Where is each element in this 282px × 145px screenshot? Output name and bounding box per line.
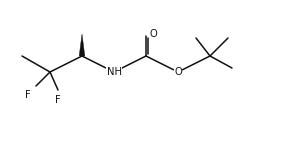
Text: NH: NH [107,67,122,77]
Polygon shape [79,34,85,56]
Text: O: O [149,29,157,39]
Text: F: F [25,90,31,100]
Text: F: F [55,95,61,105]
Text: O: O [174,67,182,77]
